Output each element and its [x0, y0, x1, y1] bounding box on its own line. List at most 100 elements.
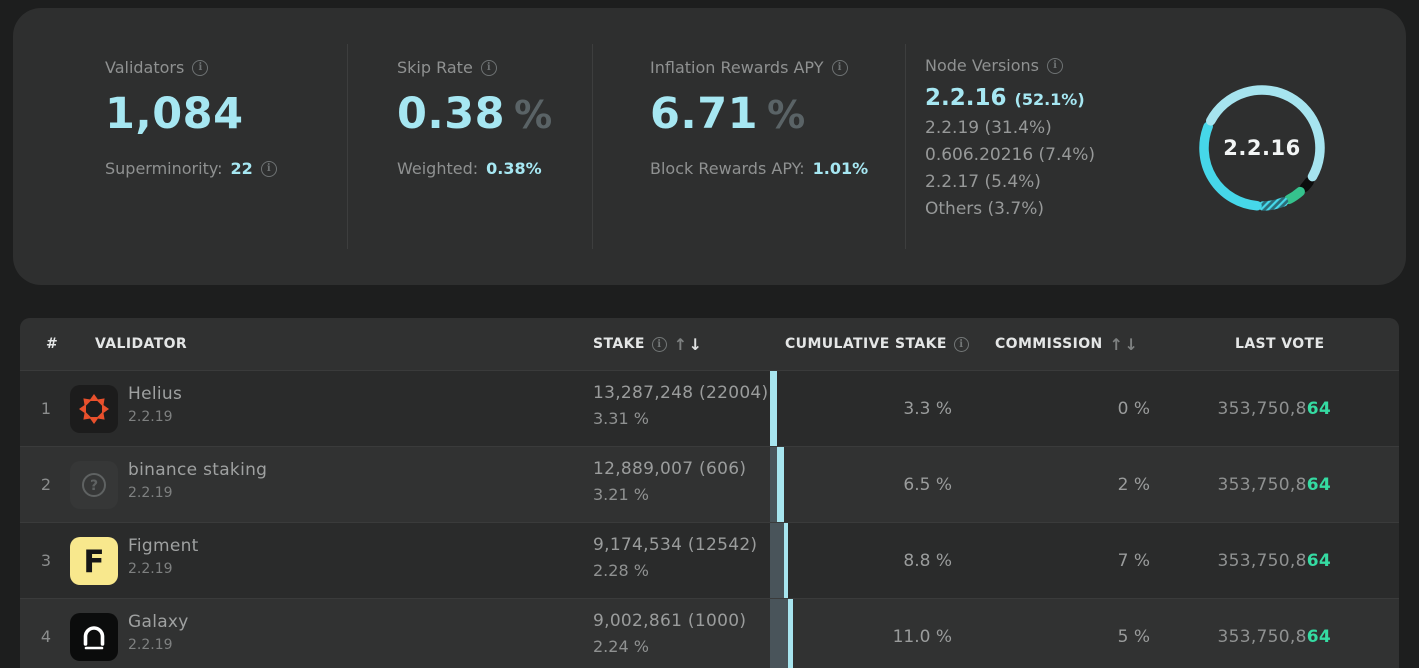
node-version-item: 2.2.19 (31.4%)	[925, 118, 1052, 138]
last-vote-accent: 64	[1306, 626, 1331, 647]
validator-name[interactable]: Figment	[128, 536, 199, 556]
validator-version: 2.2.19	[128, 637, 173, 653]
stake-share-segment	[788, 599, 794, 668]
rank-cell: 1	[40, 399, 52, 418]
info-icon[interactable]: i	[260, 160, 277, 177]
stake-share-segment	[776, 447, 784, 522]
header-last-vote: LAST VOTE	[1235, 336, 1325, 352]
divider	[592, 44, 593, 249]
node-version-list: 2.2.19 (31.4%) 0.606.20216 (7.4%) 2.2.17 (…	[925, 115, 1095, 223]
cumulative-stake-bar	[770, 447, 784, 522]
skip-rate-label: Skip Rate	[397, 58, 473, 77]
validator-name-cell[interactable]: binance staking 2.2.19	[128, 460, 267, 501]
stake-sort-arrows[interactable]: ↑ ↓	[674, 335, 703, 354]
last-vote-cell: 353,750,8 64	[1170, 447, 1331, 522]
cumulative-before-segment	[770, 599, 789, 668]
table-row[interactable]: 4 Galaxy 2.2.19 9,002,861 (1000) 2.24 % 11.0 …	[20, 598, 1399, 668]
info-icon[interactable]: i	[192, 59, 209, 76]
info-icon[interactable]: i	[480, 59, 497, 76]
inflation-value: 6.71%	[650, 89, 806, 139]
info-icon[interactable]: i	[953, 336, 969, 352]
table-row[interactable]: 2? binance staking 2.2.19 12,889,007 (606) 3…	[20, 446, 1399, 522]
validator-logo[interactable]	[70, 613, 118, 661]
stat-node-versions: Node Versions i 2.2.16 (52.1%) 2.2.19 (31…	[925, 56, 1095, 223]
stake-amount: 12,889,007 (606)	[593, 459, 747, 479]
validator-version: 2.2.19	[128, 409, 173, 425]
stake-cell: 9,174,534 (12542) 2.28 %	[593, 535, 757, 580]
cumulative-stake-cell: 11.0 %	[892, 626, 952, 647]
stat-inflation-apy: Inflation Rewards APY i 6.71% Block Rewa…	[650, 58, 868, 178]
validator-logo[interactable]: ?	[70, 461, 118, 509]
sort-asc-icon[interactable]: ↑	[1109, 334, 1124, 354]
rank-cell: 2	[40, 475, 52, 494]
header-commission[interactable]: COMMISSION ↑ ↓	[995, 334, 1139, 354]
cumulative-stake-bar	[770, 371, 777, 446]
info-icon[interactable]: i	[831, 59, 848, 76]
top-version-share: (52.1%)	[1014, 90, 1085, 109]
validator-name[interactable]: Galaxy	[128, 612, 189, 632]
header-cumulative-stake: CUMULATIVE STAKE i	[785, 318, 969, 370]
validators-table: # VALIDATOR STAKE i ↑ ↓ CUMULATIVE STAKE …	[20, 318, 1399, 668]
svg-text:F: F	[83, 544, 104, 580]
donut-segment-2.2.16	[1206, 85, 1325, 182]
header-stake[interactable]: STAKE i ↑ ↓	[593, 334, 703, 354]
validator-logo[interactable]: F	[70, 537, 118, 585]
stake-amount: 9,174,534 (12542)	[593, 535, 758, 555]
validator-version: 2.2.19	[128, 561, 173, 577]
cumulative-before-segment	[770, 523, 784, 598]
commission-cell: 7 %	[1117, 550, 1150, 571]
block-rewards-label: Block Rewards APY:	[650, 159, 805, 178]
percent-unit: %	[767, 93, 806, 137]
commission-cell: 0 %	[1117, 398, 1150, 419]
block-rewards-value: 1.01%	[812, 159, 869, 178]
superminority-value: 22	[230, 159, 253, 178]
last-vote-main: 353,750,8	[1217, 398, 1307, 419]
figment-logo: F	[70, 537, 118, 585]
donut-segment-0.606.20216	[1258, 197, 1289, 211]
validator-name-cell[interactable]: Galaxy 2.2.19	[128, 612, 189, 653]
validators-count: 1,084	[105, 89, 244, 139]
validator-logo[interactable]	[70, 385, 118, 433]
weighted-label: Weighted:	[397, 159, 479, 178]
rank-cell: 3	[40, 551, 52, 570]
last-vote-accent: 64	[1306, 550, 1331, 571]
donut-segment-2.2.17	[1284, 186, 1305, 205]
galaxy-logo	[70, 613, 118, 661]
stake-percent: 2.24 %	[593, 637, 649, 656]
sort-desc-icon[interactable]: ↓	[1124, 334, 1139, 354]
weighted-value: 0.38%	[486, 159, 542, 178]
validators-label: Validators	[105, 58, 185, 77]
cumulative-stake-cell: 6.5 %	[903, 474, 952, 495]
validator-name-cell[interactable]: Helius 2.2.19	[128, 384, 182, 425]
rank-cell: 4	[40, 627, 52, 646]
stake-percent: 3.31 %	[593, 409, 649, 428]
last-vote-cell: 353,750,8 64	[1170, 599, 1331, 668]
table-row[interactable]: 1 Helius 2.2.19 13,287,248 (22004) 3.31 % 3.3…	[20, 370, 1399, 446]
network-stats-panel: Validators i 1,084 Superminority: 22 i S…	[13, 8, 1406, 285]
donut-center-label: 2.2.16	[1223, 136, 1301, 160]
weighted-row: Weighted: 0.38%	[397, 159, 553, 178]
info-icon[interactable]: i	[651, 336, 667, 352]
info-icon[interactable]: i	[1047, 57, 1064, 74]
commission-cell: 2 %	[1117, 474, 1150, 495]
validator-version: 2.2.19	[128, 485, 173, 501]
unknown-validator-icon: ?	[70, 461, 118, 509]
stake-percent: 3.21 %	[593, 485, 649, 504]
stake-cell: 13,287,248 (22004) 3.31 %	[593, 383, 768, 428]
sort-desc-icon[interactable]: ↓	[688, 334, 703, 354]
commission-sort-arrows[interactable]: ↑ ↓	[1110, 335, 1139, 354]
stake-cell: 12,889,007 (606) 3.21 %	[593, 459, 746, 504]
validators-label-row: Validators i	[105, 58, 277, 77]
stat-validators: Validators i 1,084 Superminority: 22 i	[105, 58, 277, 178]
commission-cell: 5 %	[1117, 626, 1150, 647]
validator-name[interactable]: Helius	[128, 384, 183, 404]
table-body: 1 Helius 2.2.19 13,287,248 (22004) 3.31 % 3.3…	[20, 370, 1399, 668]
last-vote-cell: 353,750,8 64	[1170, 371, 1331, 446]
validator-name-cell[interactable]: Figment 2.2.19	[128, 536, 199, 577]
validator-name[interactable]: binance staking	[128, 460, 268, 480]
sort-asc-icon[interactable]: ↑	[673, 334, 688, 354]
last-vote-accent: 64	[1306, 474, 1331, 495]
table-row[interactable]: 3 F Figment 2.2.19 9,174,534 (12542) 2.28 % 8.…	[20, 522, 1399, 598]
last-vote-main: 353,750,8	[1217, 626, 1307, 647]
superminority-row: Superminority: 22 i	[105, 159, 277, 178]
